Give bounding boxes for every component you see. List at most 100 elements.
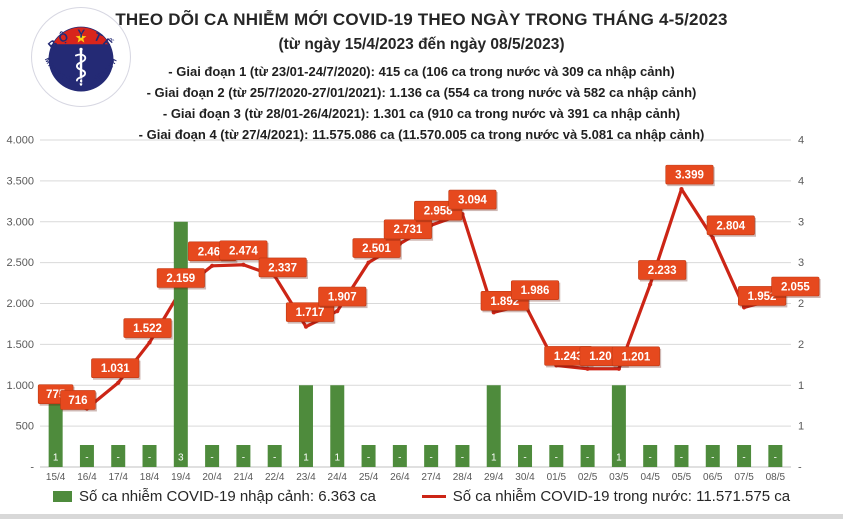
value-label-text: 1.717 xyxy=(296,307,325,319)
line-point xyxy=(741,305,747,310)
x-tick-label: 20/4 xyxy=(202,472,222,483)
bar-value-label: 1 xyxy=(491,453,497,464)
line-point xyxy=(679,187,684,192)
value-label-text: 1.243 xyxy=(554,351,583,363)
y-axis-right-tick: 3 xyxy=(798,216,804,228)
imported-cases-bar xyxy=(173,221,188,467)
value-label-box xyxy=(352,238,401,258)
line-point xyxy=(616,366,621,371)
y-axis-left-tick: 3.000 xyxy=(6,216,34,228)
value-label-text: 2.804 xyxy=(716,220,745,232)
y-axis-left-tick: - xyxy=(30,462,34,474)
value-label-text: 1.522 xyxy=(133,323,162,335)
phase-line-2: - Giai đoạn 2 (từ 25/7/2020-27/01/2021):… xyxy=(146,85,697,100)
x-tick-label: 17/4 xyxy=(108,472,128,483)
value-label-box xyxy=(258,257,307,278)
value-label-text: 2.501 xyxy=(362,243,391,255)
x-tick-label: 19/4 xyxy=(171,472,191,483)
legend-domestic-label: Số ca nhiễm COVID-19 trong nước: 11.571.… xyxy=(452,488,791,505)
bar-value-label: - xyxy=(367,453,370,464)
x-tick-label: 29/4 xyxy=(484,472,504,483)
imported-cases-bar xyxy=(737,445,752,467)
x-tick-label: 05/5 xyxy=(672,472,692,483)
bar-value-label: 3 xyxy=(178,453,184,464)
bar-value-label: - xyxy=(273,453,276,464)
line-point xyxy=(648,282,653,287)
bar-value-label: - xyxy=(742,453,745,464)
y-axis-right-tick: 4 xyxy=(798,175,804,187)
imported-cases-bar xyxy=(580,445,595,467)
line-point xyxy=(585,366,590,371)
y-axis-right-tick: 1 xyxy=(798,380,804,392)
x-tick-label: 26/4 xyxy=(390,472,410,483)
legend-line-swatch xyxy=(421,495,446,498)
bar-value-label: - xyxy=(210,453,213,464)
value-label-text: 3.399 xyxy=(675,170,704,182)
x-tick-label: 03/5 xyxy=(609,472,629,483)
y-axis-right-tick: 2 xyxy=(798,298,804,310)
imported-cases-bar xyxy=(236,445,251,467)
imported-cases-bar xyxy=(48,385,63,467)
bar-value-label: 1 xyxy=(53,453,59,464)
value-label-box xyxy=(318,286,367,307)
x-tick-label: 01/5 xyxy=(547,472,567,483)
x-tick-label: 15/4 xyxy=(46,472,66,483)
logo-asclepius-staff-icon xyxy=(74,47,87,86)
y-axis-right-tick: 4 xyxy=(798,135,804,147)
bar-value-label: - xyxy=(586,453,589,464)
bar-value-label: - xyxy=(461,453,464,464)
phase-line-1: - Giai đoạn 1 (từ 23/01-24/7/2020): 415 … xyxy=(168,64,675,79)
x-tick-label: 28/4 xyxy=(453,472,473,483)
x-tick-label: 07/5 xyxy=(734,472,754,483)
x-tick-label: 18/4 xyxy=(140,472,160,483)
x-tick-label: 30/4 xyxy=(515,472,535,483)
page-subtitle: (từ ngày 15/4/2023 đến ngày 08/5/2023) xyxy=(278,36,565,53)
value-label-box xyxy=(771,276,820,297)
x-tick-label: 02/5 xyxy=(578,472,598,483)
y-axis-left-tick: 1.500 xyxy=(6,339,34,351)
value-label-text: 2.233 xyxy=(648,265,677,277)
line-point xyxy=(366,260,371,265)
imported-cases-bar xyxy=(205,445,220,467)
bar-value-label: - xyxy=(148,453,151,464)
bar-value-label: - xyxy=(711,453,714,464)
bar-value-label: 1 xyxy=(334,453,340,464)
imported-cases-bar xyxy=(267,445,282,467)
value-label-text: 2.337 xyxy=(268,262,297,274)
y-axis-right-tick: - xyxy=(798,462,802,474)
value-label-box xyxy=(665,164,714,185)
bar-value-label: - xyxy=(649,453,652,464)
imported-cases-bar xyxy=(455,445,470,467)
x-tick-label: 08/5 xyxy=(766,472,786,483)
value-label-text: 2.159 xyxy=(166,273,195,285)
value-label-box xyxy=(156,268,205,288)
line-point xyxy=(491,310,496,315)
legend-imported-label: Số ca nhiễm COVID-19 nhập cảnh: 6.363 ca xyxy=(78,488,376,505)
y-axis-left-tick: 2.000 xyxy=(6,298,34,310)
value-label-box xyxy=(123,318,172,338)
imported-cases-bar xyxy=(486,385,501,467)
imported-cases-bar xyxy=(611,385,626,467)
bar-value-label: 1 xyxy=(303,453,309,464)
bar-value-label: - xyxy=(242,453,245,464)
chart-legend: Số ca nhiễm COVID-19 nhập cảnh: 6.363 ca… xyxy=(0,488,843,505)
imported-cases-bar xyxy=(643,445,658,467)
x-tick-label: 22/4 xyxy=(265,472,285,483)
x-tick-label: 21/4 xyxy=(234,472,254,483)
bottom-strip xyxy=(0,514,843,519)
line-point xyxy=(710,235,715,240)
imported-cases-bar xyxy=(392,445,407,467)
bar-value-label: - xyxy=(398,453,401,464)
imported-cases-bar xyxy=(549,445,564,467)
imported-cases-bar xyxy=(142,445,157,467)
value-label-text: 3.094 xyxy=(458,195,487,207)
imported-cases-bar xyxy=(518,445,533,467)
x-tick-label: 06/5 xyxy=(703,472,723,483)
phase-summary-list: - Giai đoạn 1 (từ 23/01-24/7/2020): 415 … xyxy=(0,61,843,145)
y-axis-left-tick: 1.000 xyxy=(6,380,34,392)
value-label-box xyxy=(638,260,687,280)
value-label-box xyxy=(219,240,268,261)
page-title: THEO DÕI CA NHIỄM MỚI COVID-19 THEO NGÀY… xyxy=(115,10,728,29)
x-tick-label: 23/4 xyxy=(296,472,316,483)
